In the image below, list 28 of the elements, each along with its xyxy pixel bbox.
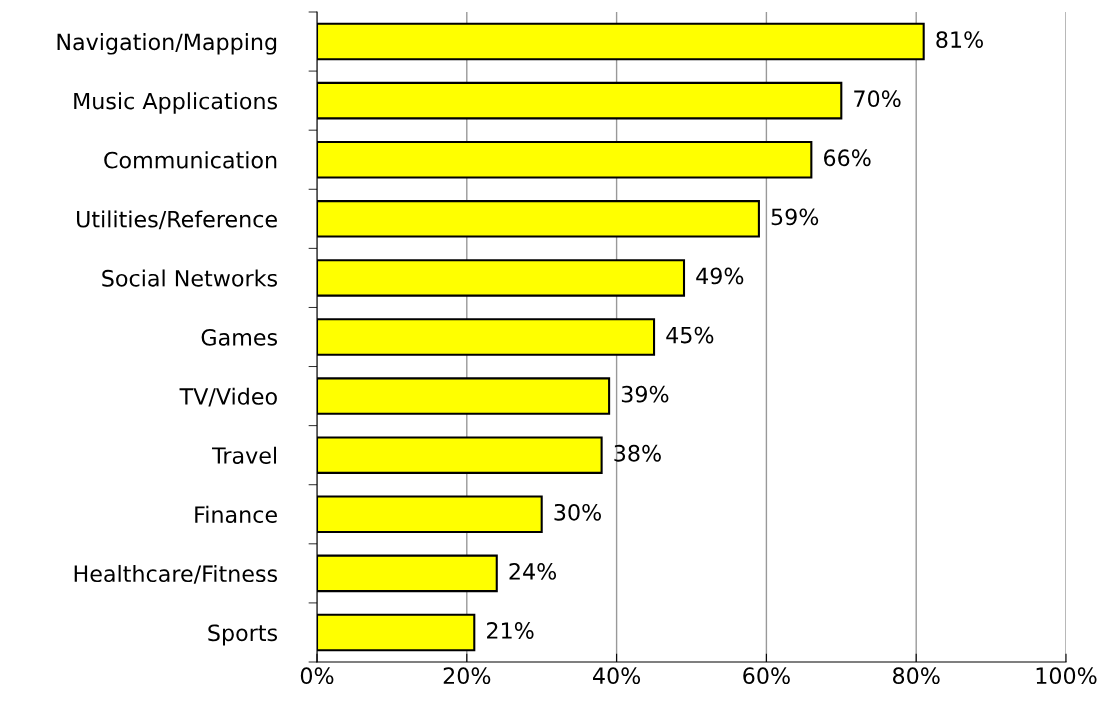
x-tick-label: 40% [592, 667, 641, 685]
data-label: 39% [621, 385, 669, 403]
y-tick-label: Navigation/Mapping [57, 33, 277, 55]
data-label: 30% [554, 503, 601, 521]
y-tick-label: Healthcare/Fitness [74, 564, 278, 584]
y-tick-label: Music Applications [74, 92, 278, 114]
x-tick-label: 0% [300, 667, 334, 685]
data-label: 81% [936, 31, 983, 48]
y-tick-label: Games [201, 328, 278, 346]
y-tick-label: Utilities/Reference [77, 210, 277, 230]
data-label: 38% [614, 444, 661, 462]
data-label: 49% [696, 267, 744, 285]
data-label: 66% [824, 149, 871, 167]
data-label: 70% [854, 90, 901, 108]
y-tick-label: Finance [195, 505, 277, 524]
y-tick-label: Social Networks [102, 269, 278, 287]
data-label: 24% [509, 563, 557, 580]
x-tick-label: 20% [443, 667, 491, 685]
y-tick-label: Travel [212, 446, 277, 464]
data-label: 59% [771, 208, 819, 226]
x-tick-label: 60% [743, 667, 790, 685]
data-label: 45% [666, 326, 714, 344]
y-tick-label: TV/Video [179, 387, 277, 407]
x-tick-label: 80% [893, 667, 940, 685]
y-tick-label: Communication [104, 151, 277, 169]
data-label: 21% [487, 622, 534, 639]
x-tick-label: 100% [1036, 667, 1097, 685]
y-tick-label: Sports [208, 624, 278, 646]
